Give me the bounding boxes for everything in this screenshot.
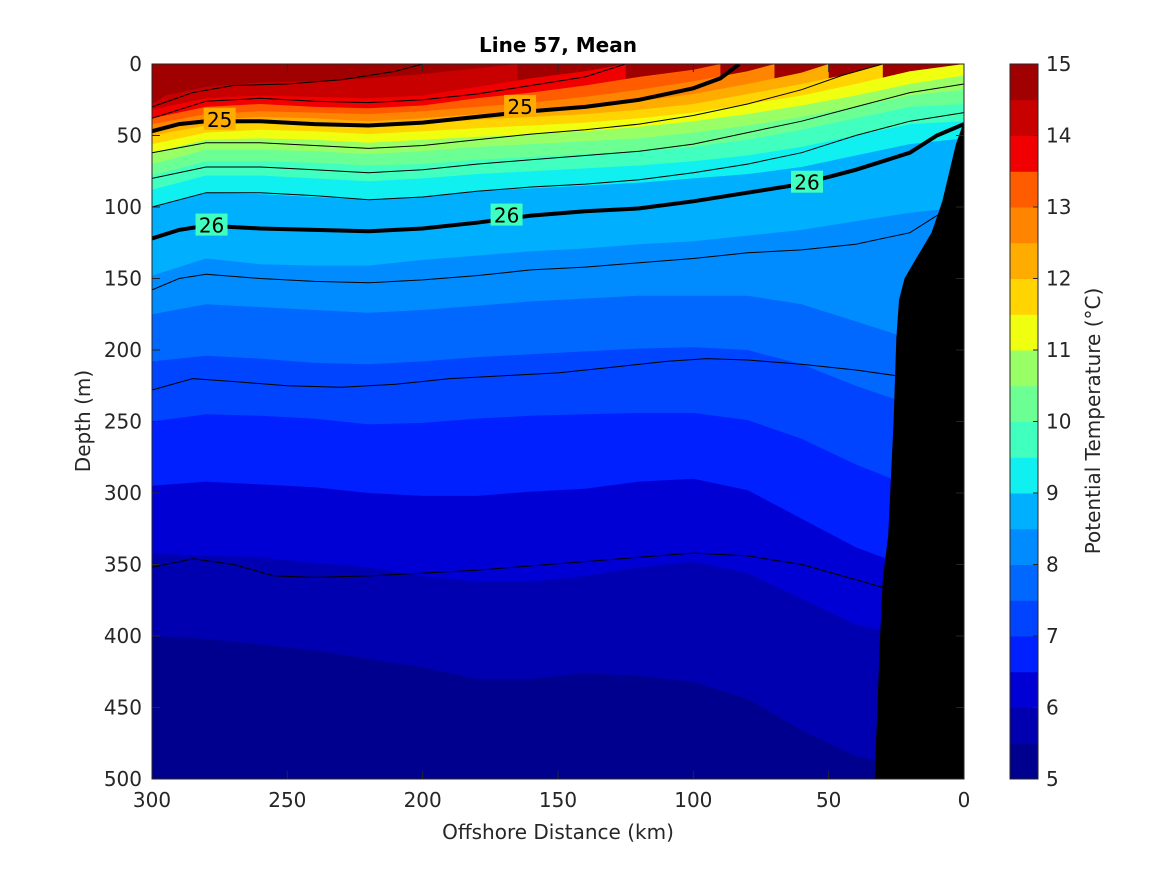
contour-label-25-1: 25 (507, 95, 532, 119)
colorbar-band-13 (1010, 171, 1038, 208)
colorbar-tick-label-11: 11 (1046, 338, 1071, 362)
density-contour-8 (152, 358, 897, 391)
colorbar-band-9.5 (1010, 421, 1038, 458)
y-tick-label-150: 150 (104, 267, 142, 291)
x-tick-label-50: 50 (816, 788, 841, 812)
colorbar-tick-label-15: 15 (1046, 52, 1071, 76)
colorbar-tick-label-10: 10 (1046, 410, 1071, 434)
x-tick-label-200: 200 (404, 788, 442, 812)
colorbar-tick-label-13: 13 (1046, 195, 1071, 219)
y-tick-label-50: 50 (117, 124, 142, 148)
bathymetry-shelf (874, 121, 964, 779)
x-tick-label-100: 100 (674, 788, 712, 812)
y-tick-label-450: 450 (104, 696, 142, 720)
colorbar-band-14.5 (1010, 64, 1038, 101)
contour-label-bg-26-2 (791, 170, 824, 193)
colorbar-band-6 (1010, 671, 1038, 708)
contour-label-26-0: 26 (199, 214, 224, 238)
y-tick-label-300: 300 (104, 481, 142, 505)
contour-label-bg-26-0 (195, 213, 228, 236)
x-tick-label-300: 300 (133, 788, 171, 812)
colorbar-label: Potential Temperature (°C) (1081, 288, 1105, 555)
y-tick-label-350: 350 (104, 553, 142, 577)
density-contour-9 (152, 552, 883, 588)
contour-label-26-1: 26 (494, 204, 519, 228)
y-tick-label-0: 0 (129, 52, 142, 76)
y-tick-label-200: 200 (104, 338, 142, 362)
colorbar-tick-label-8: 8 (1046, 553, 1059, 577)
x-axis-label: Offshore Distance (km) (442, 820, 674, 844)
plot-area: 25 25 26 26 26 (152, 64, 964, 779)
colorbar: 5 6 7 8 9 10 11 12 13 14 15 (1009, 52, 1071, 791)
density-contour-4 (152, 64, 883, 154)
colorbar-band-11 (1010, 314, 1038, 351)
colorbar-tick-label-7: 7 (1046, 624, 1059, 648)
colorbar-band-8 (1010, 528, 1038, 565)
y-tick-label-500: 500 (104, 767, 142, 791)
colorbar-band-6.5 (1010, 636, 1038, 673)
density-contour-26 (152, 122, 964, 241)
y-tick-label-100: 100 (104, 195, 142, 219)
colorbar-tick-label-9: 9 (1046, 481, 1059, 505)
density-contour-3 (152, 64, 626, 119)
x-tick-label-150: 150 (539, 788, 577, 812)
x-tick-label-250: 250 (268, 788, 306, 812)
y-tick-label-250: 250 (104, 410, 142, 434)
colorbar-band-14 (1010, 99, 1038, 136)
contour-label-26-2: 26 (794, 171, 819, 195)
x-tick-label-0: 0 (958, 788, 971, 812)
colorbar-band-10.5 (1010, 350, 1038, 387)
density-contour-5 (152, 83, 964, 179)
colorbar-band-8.5 (1010, 493, 1038, 530)
colorbar-band-13.5 (1010, 135, 1038, 172)
y-tick-label-400: 400 (104, 624, 142, 648)
contour-label-bg-25-0 (203, 107, 236, 130)
temperature-band-5 (152, 750, 261, 779)
y-axis-label: Depth (m) (71, 370, 95, 472)
colorbar-band-9 (1010, 457, 1038, 494)
colorbar-band-7.5 (1010, 564, 1038, 601)
colorbar-tick-label-5: 5 (1046, 767, 1059, 791)
colorbar-tick-label-6: 6 (1046, 696, 1059, 720)
contour-label-25-0: 25 (207, 108, 232, 132)
colorbar-band-7 (1010, 600, 1038, 637)
density-contour-6 (152, 112, 964, 208)
axes-ticks: 300 250 200 150 100 50 00501001502002503003504… (104, 52, 971, 812)
temperature-band-5.5 (152, 636, 964, 779)
colorbar-tick-label-12: 12 (1046, 267, 1071, 291)
colorbar-band-11.5 (1010, 278, 1038, 315)
colorbar-band-10 (1010, 385, 1038, 422)
density-contour-2 (152, 64, 423, 108)
density-contour-7 (152, 206, 964, 291)
colorbar-band-12.5 (1010, 207, 1038, 244)
colorbar-band-5 (1010, 743, 1038, 780)
colorbar-band-5.5 (1010, 707, 1038, 744)
contour-label-bg-25-1 (504, 94, 537, 117)
chart-title: Line 57, Mean (479, 33, 637, 57)
colorbar-band-12 (1010, 242, 1038, 279)
colorbar-tick-label-14: 14 (1046, 124, 1071, 148)
contour-label-bg-26-1 (490, 203, 523, 226)
